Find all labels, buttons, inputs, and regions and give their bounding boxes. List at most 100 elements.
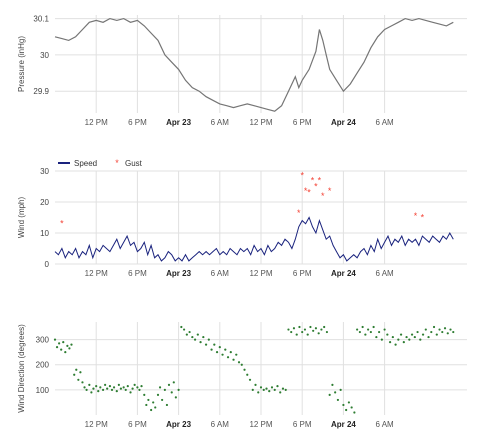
data-point xyxy=(185,333,188,336)
data-point xyxy=(126,384,129,388)
data-point xyxy=(117,383,120,386)
data-point xyxy=(281,387,285,390)
legend-marker-gust: * xyxy=(115,158,119,168)
data-point xyxy=(81,381,84,384)
data-point xyxy=(246,373,249,376)
x-tick-label: Apr 24 xyxy=(331,420,356,429)
data-point xyxy=(259,386,263,389)
y-tick-label: 10 xyxy=(40,229,49,238)
data-point xyxy=(443,327,447,330)
data-point xyxy=(64,351,67,354)
gust-point: * xyxy=(414,211,418,221)
gust-point: * xyxy=(304,186,308,196)
gust-point: * xyxy=(300,171,304,181)
data-point xyxy=(226,356,230,359)
data-point xyxy=(410,333,414,336)
data-point xyxy=(441,330,444,334)
x-tick-label: 6 AM xyxy=(211,269,230,278)
legend-label-speed: Speed xyxy=(74,159,97,168)
data-point xyxy=(235,353,238,356)
data-point xyxy=(397,338,400,341)
data-point xyxy=(112,386,116,389)
data-point xyxy=(276,384,279,388)
x-tick-label: 12 PM xyxy=(249,269,272,278)
data-point xyxy=(248,378,252,381)
data-point xyxy=(101,388,105,391)
data-point xyxy=(143,393,146,396)
data-point xyxy=(85,388,88,391)
data-point xyxy=(292,327,296,330)
data-point xyxy=(73,373,76,376)
y-tick-label: 30 xyxy=(40,51,49,60)
data-point xyxy=(202,335,205,339)
data-point xyxy=(131,387,134,390)
data-point xyxy=(251,388,254,391)
data-point xyxy=(204,343,208,346)
data-point xyxy=(106,387,109,390)
data-point xyxy=(342,403,345,407)
x-tick-label: 6 PM xyxy=(293,118,312,127)
gust-point: * xyxy=(318,175,322,185)
data-point xyxy=(177,388,180,391)
y-tick-label: 30 xyxy=(40,167,49,176)
data-point xyxy=(270,386,274,389)
x-tick-label: Apr 24 xyxy=(331,118,356,127)
x-tick-label: 12 PM xyxy=(85,118,108,127)
data-point xyxy=(88,383,91,386)
data-point xyxy=(262,388,265,391)
x-tick-label: Apr 23 xyxy=(166,269,191,278)
data-point xyxy=(350,406,353,409)
data-point xyxy=(265,387,268,390)
data-point xyxy=(364,333,367,336)
data-point xyxy=(152,401,155,404)
data-point xyxy=(356,328,359,331)
y-axis-label: Wind (mph) xyxy=(17,196,26,238)
x-tick-label: 6 AM xyxy=(375,269,394,278)
data-point xyxy=(77,378,80,381)
x-tick-label: Apr 23 xyxy=(166,420,191,429)
data-point xyxy=(68,347,71,350)
data-point xyxy=(323,325,326,329)
data-point xyxy=(268,390,271,393)
data-point xyxy=(399,333,403,336)
data-point xyxy=(432,325,436,329)
data-point xyxy=(416,330,419,334)
data-point xyxy=(210,348,213,351)
data-point xyxy=(115,390,118,393)
gust-point: * xyxy=(328,186,332,196)
data-point xyxy=(55,346,59,349)
data-point xyxy=(104,383,107,386)
data-point xyxy=(347,401,350,404)
series-line-speed xyxy=(54,216,454,262)
data-point xyxy=(133,383,136,386)
series-line xyxy=(54,17,454,112)
data-point xyxy=(435,333,438,336)
data-point xyxy=(375,335,378,339)
data-point xyxy=(284,388,287,391)
data-point xyxy=(391,335,394,339)
data-point xyxy=(452,330,455,334)
x-tick-label: 6 AM xyxy=(375,118,394,127)
data-point xyxy=(421,333,425,336)
data-point xyxy=(237,361,241,364)
data-point xyxy=(367,328,370,331)
data-point xyxy=(218,346,221,349)
y-tick-label: 200 xyxy=(36,361,50,370)
data-point xyxy=(224,348,227,351)
data-point xyxy=(172,381,175,384)
data-point xyxy=(320,328,323,331)
data-point xyxy=(167,383,171,386)
data-point xyxy=(413,335,416,339)
data-point xyxy=(138,388,141,391)
x-tick-label: 12 PM xyxy=(85,269,108,278)
data-point xyxy=(90,391,93,394)
data-point xyxy=(430,330,433,334)
gust-point: * xyxy=(297,208,301,218)
data-point xyxy=(213,343,216,346)
data-point xyxy=(339,388,342,391)
data-point xyxy=(92,387,95,390)
data-point xyxy=(257,391,260,394)
x-tick-label: 6 PM xyxy=(128,269,147,278)
data-point xyxy=(287,328,290,331)
